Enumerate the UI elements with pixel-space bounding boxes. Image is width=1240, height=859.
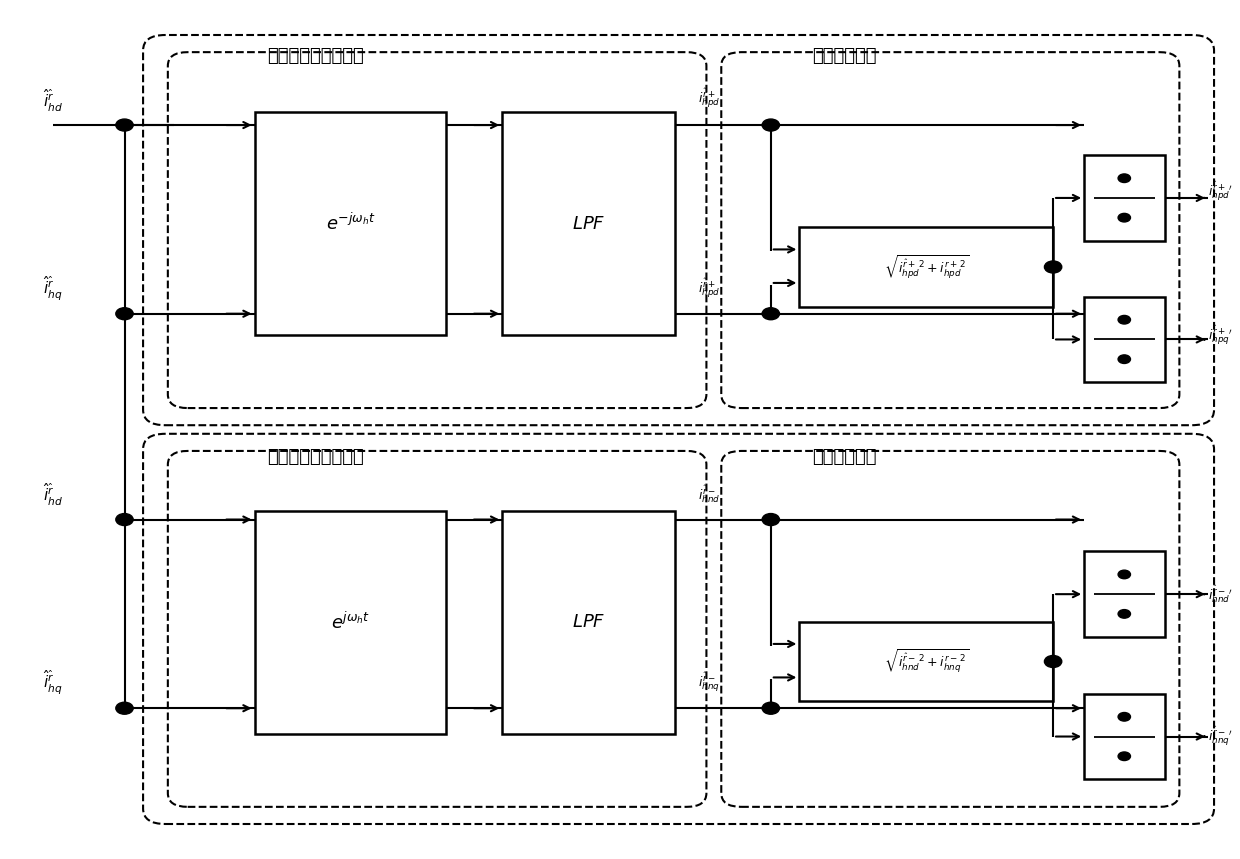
Text: $i_{hpd}^{\hat{r}+}$: $i_{hpd}^{\hat{r}+}$ — [698, 87, 720, 111]
Text: 正序电流标幺值提取: 正序电流标幺值提取 — [267, 47, 363, 65]
Circle shape — [115, 119, 133, 131]
Bar — [254, 511, 446, 734]
Text: $i_{hnd}^{\hat{r}-}$: $i_{hnd}^{\hat{r}-}$ — [698, 483, 720, 505]
Circle shape — [1044, 261, 1061, 273]
Text: 负序电流标幺值提取: 负序电流标幺值提取 — [267, 448, 363, 466]
Text: $i_{hnq}^{\hat{r}-}$: $i_{hnq}^{\hat{r}-}$ — [698, 670, 719, 694]
Circle shape — [115, 702, 133, 714]
Text: $\hat{i}_{hd}^{\hat{r}}$: $\hat{i}_{hd}^{\hat{r}}$ — [42, 88, 63, 114]
Circle shape — [1118, 213, 1131, 222]
Bar — [502, 113, 676, 335]
Text: $i_{hnq}^{\hat{r}-\,\prime}$: $i_{hnq}^{\hat{r}-\,\prime}$ — [1208, 725, 1233, 748]
Circle shape — [115, 308, 133, 320]
Text: $i_{hpd}^{\hat{r}+\,\prime}$: $i_{hpd}^{\hat{r}+\,\prime}$ — [1208, 180, 1233, 203]
Circle shape — [763, 702, 780, 714]
Circle shape — [763, 119, 780, 131]
Text: $\sqrt{i_{hpd}^{\hat{r}+\,2}+i_{hpd}^{r+\,2}}$: $\sqrt{i_{hpd}^{\hat{r}+\,2}+i_{hpd}^{r+… — [884, 253, 968, 281]
Bar — [1084, 296, 1164, 382]
Text: $\sqrt{i_{hnd}^{\hat{r}-\,2}+i_{hnq}^{r-\,2}}$: $\sqrt{i_{hnd}^{\hat{r}-\,2}+i_{hnq}^{r-… — [884, 648, 968, 675]
Text: $i_{hnd}^{\hat{r}-\,\prime}$: $i_{hnd}^{\hat{r}-\,\prime}$ — [1208, 583, 1233, 605]
Text: 正序分量标幺: 正序分量标幺 — [812, 47, 877, 65]
Bar — [502, 511, 676, 734]
Text: 负序分量标幺: 负序分量标幺 — [812, 448, 877, 466]
Bar — [1084, 155, 1164, 241]
Text: $\hat{i}_{hd}^{\hat{r}}$: $\hat{i}_{hd}^{\hat{r}}$ — [42, 482, 63, 509]
Circle shape — [1118, 315, 1131, 324]
Text: $i_{hpq}^{\hat{r}+\,\prime}$: $i_{hpq}^{\hat{r}+\,\prime}$ — [1208, 323, 1233, 347]
Circle shape — [115, 514, 133, 526]
Text: $\hat{i}_{hq}^{\hat{r}}$: $\hat{i}_{hq}^{\hat{r}}$ — [43, 274, 62, 302]
Circle shape — [1118, 174, 1131, 182]
Circle shape — [1044, 655, 1061, 667]
Text: $\hat{i}_{hq}^{\hat{r}}$: $\hat{i}_{hq}^{\hat{r}}$ — [43, 669, 62, 697]
Text: $i_{hpd}^{\hat{r}+}$: $i_{hpd}^{\hat{r}+}$ — [698, 277, 720, 300]
Circle shape — [1118, 752, 1131, 760]
Bar — [254, 113, 446, 335]
Text: $LPF$: $LPF$ — [572, 613, 605, 631]
Circle shape — [1118, 355, 1131, 363]
Bar — [1084, 551, 1164, 637]
Circle shape — [1118, 712, 1131, 721]
Text: $e^{j\omega_h t}$: $e^{j\omega_h t}$ — [331, 612, 370, 633]
Bar — [1084, 694, 1164, 779]
Circle shape — [1118, 570, 1131, 579]
Circle shape — [763, 514, 780, 526]
Circle shape — [1118, 610, 1131, 618]
Circle shape — [763, 308, 780, 320]
Bar — [800, 622, 1053, 701]
Bar — [800, 227, 1053, 307]
Text: $LPF$: $LPF$ — [572, 215, 605, 233]
Text: $e^{-j\omega_h t}$: $e^{-j\omega_h t}$ — [326, 213, 376, 235]
